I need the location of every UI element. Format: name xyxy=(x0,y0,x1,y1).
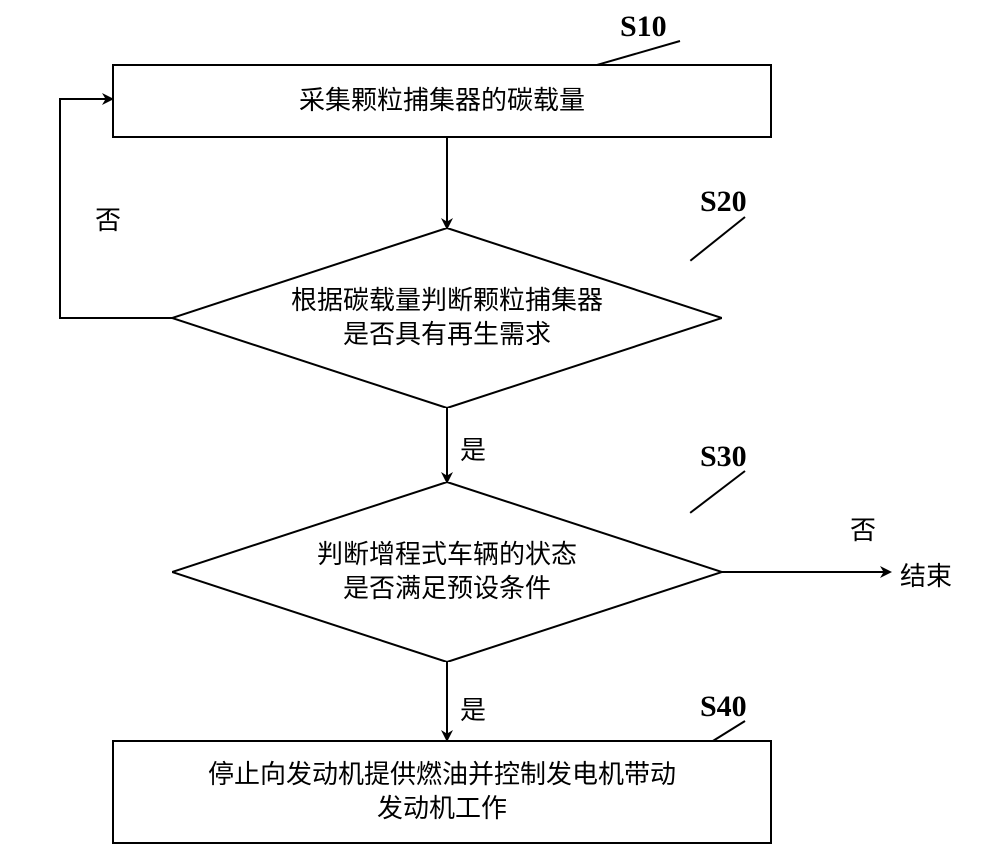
decision-s20: 根据碳载量判断颗粒捕集器 是否具有再生需求 xyxy=(172,228,722,408)
flowchart-canvas: S10 采集颗粒捕集器的碳载量 S20 根据碳载量判断颗粒捕集器 是否具有再生需… xyxy=(0,0,1000,853)
edge-label: 否 xyxy=(850,510,876,547)
step-label-s40: S40 xyxy=(700,690,747,724)
process-s40: 停止向发动机提供燃油并控制发电机带动 发动机工作 xyxy=(112,740,772,844)
edge-label: 是 xyxy=(460,430,486,467)
step-label-s20: S20 xyxy=(700,185,747,219)
end-label: 结束 xyxy=(900,556,952,593)
process-s10: 采集颗粒捕集器的碳载量 xyxy=(112,64,772,138)
edge-label: 是 xyxy=(460,690,486,727)
process-s10-text: 采集颗粒捕集器的碳载量 xyxy=(299,84,585,118)
step-label-s10: S10 xyxy=(620,10,667,44)
edge-label: 否 xyxy=(95,200,121,237)
process-s40-text: 停止向发动机提供燃油并控制发电机带动 发动机工作 xyxy=(208,758,676,826)
step-label-s30: S30 xyxy=(700,440,747,474)
decision-s30: 判断增程式车辆的状态 是否满足预设条件 xyxy=(172,482,722,662)
